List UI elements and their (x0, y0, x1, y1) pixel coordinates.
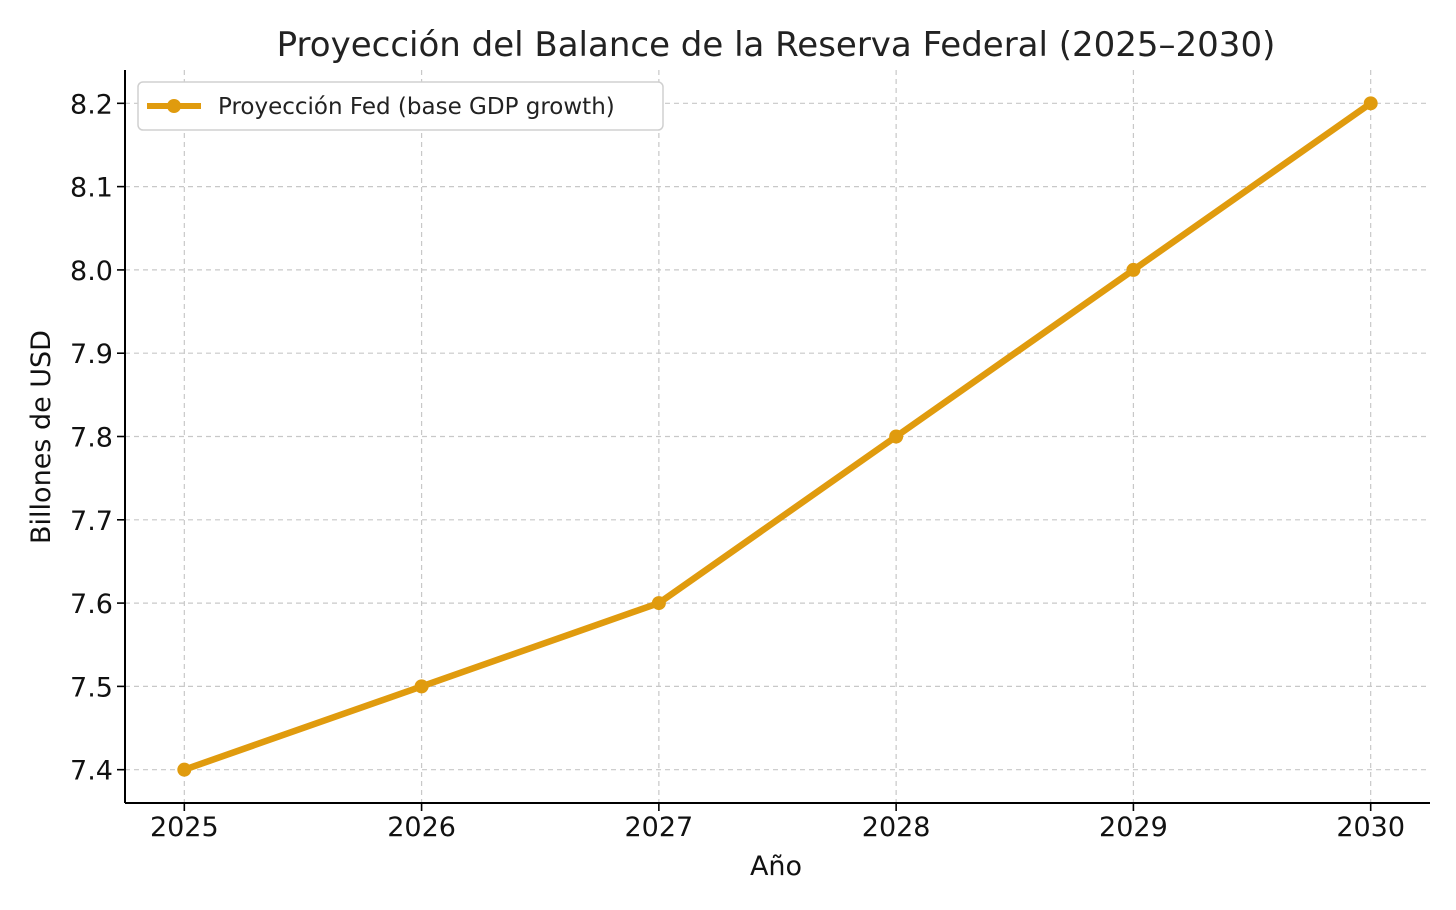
series-layer (177, 96, 1378, 777)
y-tick-label: 7.7 (70, 506, 113, 537)
data-point (177, 762, 192, 777)
legend-swatch-marker (167, 99, 181, 113)
y-tick-label: 7.8 (70, 423, 113, 454)
legend-label: Proyección Fed (base GDP growth) (218, 94, 615, 120)
x-tick-label: 2028 (862, 812, 931, 843)
legend-box (137, 81, 664, 131)
series-line (181, 100, 1374, 773)
ticks-layer: 2025 2026 2027 2028 2029 2030 7.4 7.5 7.6 7.7 7.8 7… (70, 89, 1405, 843)
y-tick-label: 8.0 (70, 256, 113, 287)
data-point (1363, 96, 1378, 111)
y-axis-title: Billones de USD (26, 330, 57, 544)
x-tick-label: 2027 (625, 812, 694, 843)
data-point (1126, 262, 1141, 277)
grid-layer (125, 70, 1430, 803)
x-tick-label: 2029 (1099, 812, 1168, 843)
data-point (889, 429, 904, 444)
x-tick-label: 2030 (1336, 812, 1405, 843)
y-tick-label: 7.9 (70, 339, 113, 370)
y-tick-label: 7.6 (70, 589, 113, 620)
y-tick-label: 8.2 (70, 89, 113, 120)
y-tick-label: 8.1 (70, 173, 113, 204)
data-point (414, 679, 429, 694)
y-tick-label: 7.4 (70, 756, 113, 787)
x-tick-label: 2026 (387, 812, 456, 843)
data-point (651, 596, 666, 611)
x-axis-title: Año (750, 851, 802, 882)
x-tick-label: 2025 (150, 812, 219, 843)
y-tick-label: 7.5 (70, 672, 113, 703)
chart-title: Proyección del Balance de la Reserva Fed… (277, 25, 1276, 65)
legend: Proyección Fed (base GDP growth) (137, 81, 664, 131)
